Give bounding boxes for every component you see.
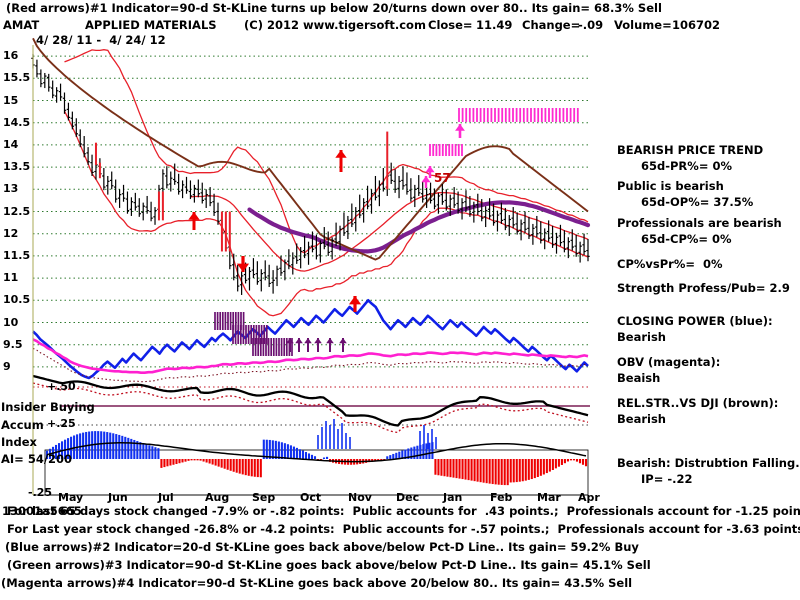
magenta-arrow <box>421 176 431 188</box>
red-buy-arrow <box>236 256 250 272</box>
price-trend-value: 65d-PR%= 0% <box>641 159 732 173</box>
change-label: Change= <box>522 18 581 32</box>
purple-arrow <box>304 338 312 352</box>
footer-line-lastyear: For Last year stock changed -26.8% or -4… <box>7 522 800 536</box>
y-axis-tick: 14 <box>3 137 19 151</box>
y-axis-tick: 10 <box>3 315 19 329</box>
x-axis-tick: Feb <box>490 491 513 504</box>
magenta-arrow <box>425 166 435 178</box>
moving-average-line <box>247 200 591 254</box>
purple-arrow <box>339 338 347 352</box>
red-sell-arrow <box>335 150 347 172</box>
obv-reference-dotted-line <box>32 347 589 383</box>
y-axis-tick: 15.5 <box>3 71 31 85</box>
oscillator-panel <box>44 449 589 496</box>
volume-value: 106702 <box>672 18 721 32</box>
insider-accum-index-line <box>32 374 589 427</box>
x-axis-tick: Jul <box>158 491 174 504</box>
y-axis-tick: 11 <box>3 271 19 285</box>
volume-label: Volume= <box>614 18 672 32</box>
closing-power-status: Bearish <box>617 330 666 344</box>
cp-vs-pr-value: CP%vsPr%= 0% <box>617 257 723 271</box>
relative-strength-title: REL.STR..VS DJI (brown): <box>617 396 779 410</box>
x-axis-tick: Oct <box>300 491 322 504</box>
y-axis-tick: 16 <box>3 49 19 63</box>
y-axis-tick: 12.5 <box>3 204 31 218</box>
y-axis-tick: 10.5 <box>3 293 31 307</box>
price-bars-group <box>31 53 590 295</box>
level-plus-50-label: +.50 <box>47 380 76 393</box>
magenta-arrow-cluster <box>429 108 579 156</box>
accum-index-value: AI= 54/200 <box>1 452 73 466</box>
bollinger-lower-band <box>63 110 589 317</box>
indicator-banner-line: (Red arrows)#1 Indicator=90-d St-KLine t… <box>6 1 662 15</box>
closing-power-line <box>32 299 589 380</box>
bollinger-upper-band <box>64 49 589 254</box>
closing-power-title: CLOSING POWER (blue): <box>617 314 773 328</box>
company-name: APPLIED MATERIALS <box>85 18 217 32</box>
purple-arrow <box>314 338 322 352</box>
y-axis-tick: 13 <box>3 182 19 196</box>
footer-line-blue-arrows: (Blue arrows)#2 Indicator=20-d St-KLine … <box>5 540 639 554</box>
obv-title: OBV (magenta): <box>617 355 721 369</box>
insider-accum-reference-line <box>32 382 589 434</box>
strength-profess-pub-value: Strength Profess/Pub= 2.9 <box>617 281 790 295</box>
oscillator-summary-title: Bearish: Distrubtion Falling. <box>617 456 800 470</box>
ticker-symbol: AMAT <box>3 18 40 32</box>
price-annotation-57: 57 <box>434 171 451 185</box>
red-sell-arrow <box>348 296 362 312</box>
level-plus-25-label: +.25 <box>47 417 76 430</box>
x-axis-tick: Aug <box>205 491 230 504</box>
x-axis-tick: May <box>58 491 84 504</box>
relative-strength-status: Bearish <box>617 412 666 426</box>
y-axis-tick: 9 <box>3 359 11 373</box>
obv-status: Beaish <box>617 371 661 385</box>
y-axis-tick: 9.5 <box>3 337 23 351</box>
public-sentiment-value: 65d-OP%= 37.5% <box>641 195 754 209</box>
professional-sentiment-value: 65d-CP%= 0% <box>641 232 732 246</box>
public-sentiment-title: Public is bearish <box>617 179 724 193</box>
insider-buying-label-2: Accum <box>1 418 44 432</box>
magenta-arrow <box>455 124 465 138</box>
bollinger-mid-band <box>190 192 589 272</box>
insider-buying-label-3: Index <box>1 435 37 449</box>
relative-strength-line <box>32 37 589 261</box>
professional-sentiment-title: Professionals are bearish <box>617 216 782 230</box>
purple-arrow <box>326 338 334 352</box>
purple-arrow-cluster <box>214 312 293 356</box>
level-minus-25-label: -.25 <box>28 486 53 499</box>
obv-line <box>32 338 589 374</box>
footer-line-green-arrows: (Green arrows)#3 Indicator=90-d St-KLine… <box>7 558 651 572</box>
footer-line-65day: For last 65 days stock changed -7.9% or … <box>7 504 800 518</box>
x-axis-tick: Sep <box>252 491 276 504</box>
footer-overlap-text: 13001a5665 <box>2 504 82 518</box>
date-range: 4/ 28/ 11 - 4/ 24/ 12 <box>36 33 166 47</box>
oscillator-ip-line <box>46 442 587 463</box>
y-axis-tick: 15 <box>3 93 19 107</box>
red-sell-arrow <box>188 212 200 230</box>
y-axis-tick: 13.5 <box>3 160 31 174</box>
y-axis-tick: 12 <box>3 226 19 240</box>
x-axis-tick: Mar <box>537 491 561 504</box>
close-value: 11.49 <box>476 18 513 32</box>
footer-line-magenta-arrows: (Magenta arrows)#4 Indicator=90-d St-KLi… <box>1 576 633 590</box>
close-label: Close= <box>428 18 473 32</box>
copyright-notice: (C) 2012 www.tigersoft.com <box>244 18 426 32</box>
purple-arrow <box>295 338 303 352</box>
insider-buying-label-1: Insider Buying <box>1 400 95 414</box>
oscillator-ip-value: IP= -.22 <box>641 472 693 486</box>
y-axis-tick: 14.5 <box>3 115 31 129</box>
y-axis-tick: 11.5 <box>3 248 31 262</box>
price-trend-title: BEARISH PRICE TREND <box>617 143 764 157</box>
x-axis-tick: Jun <box>108 491 128 504</box>
change-value: -.09 <box>578 18 604 32</box>
purple-arrow <box>286 338 294 352</box>
x-axis-tick: Apr <box>578 491 600 504</box>
x-axis-tick: Jan <box>443 491 463 504</box>
x-axis-tick: Nov <box>348 491 372 504</box>
x-axis-tick: Dec <box>396 491 420 504</box>
